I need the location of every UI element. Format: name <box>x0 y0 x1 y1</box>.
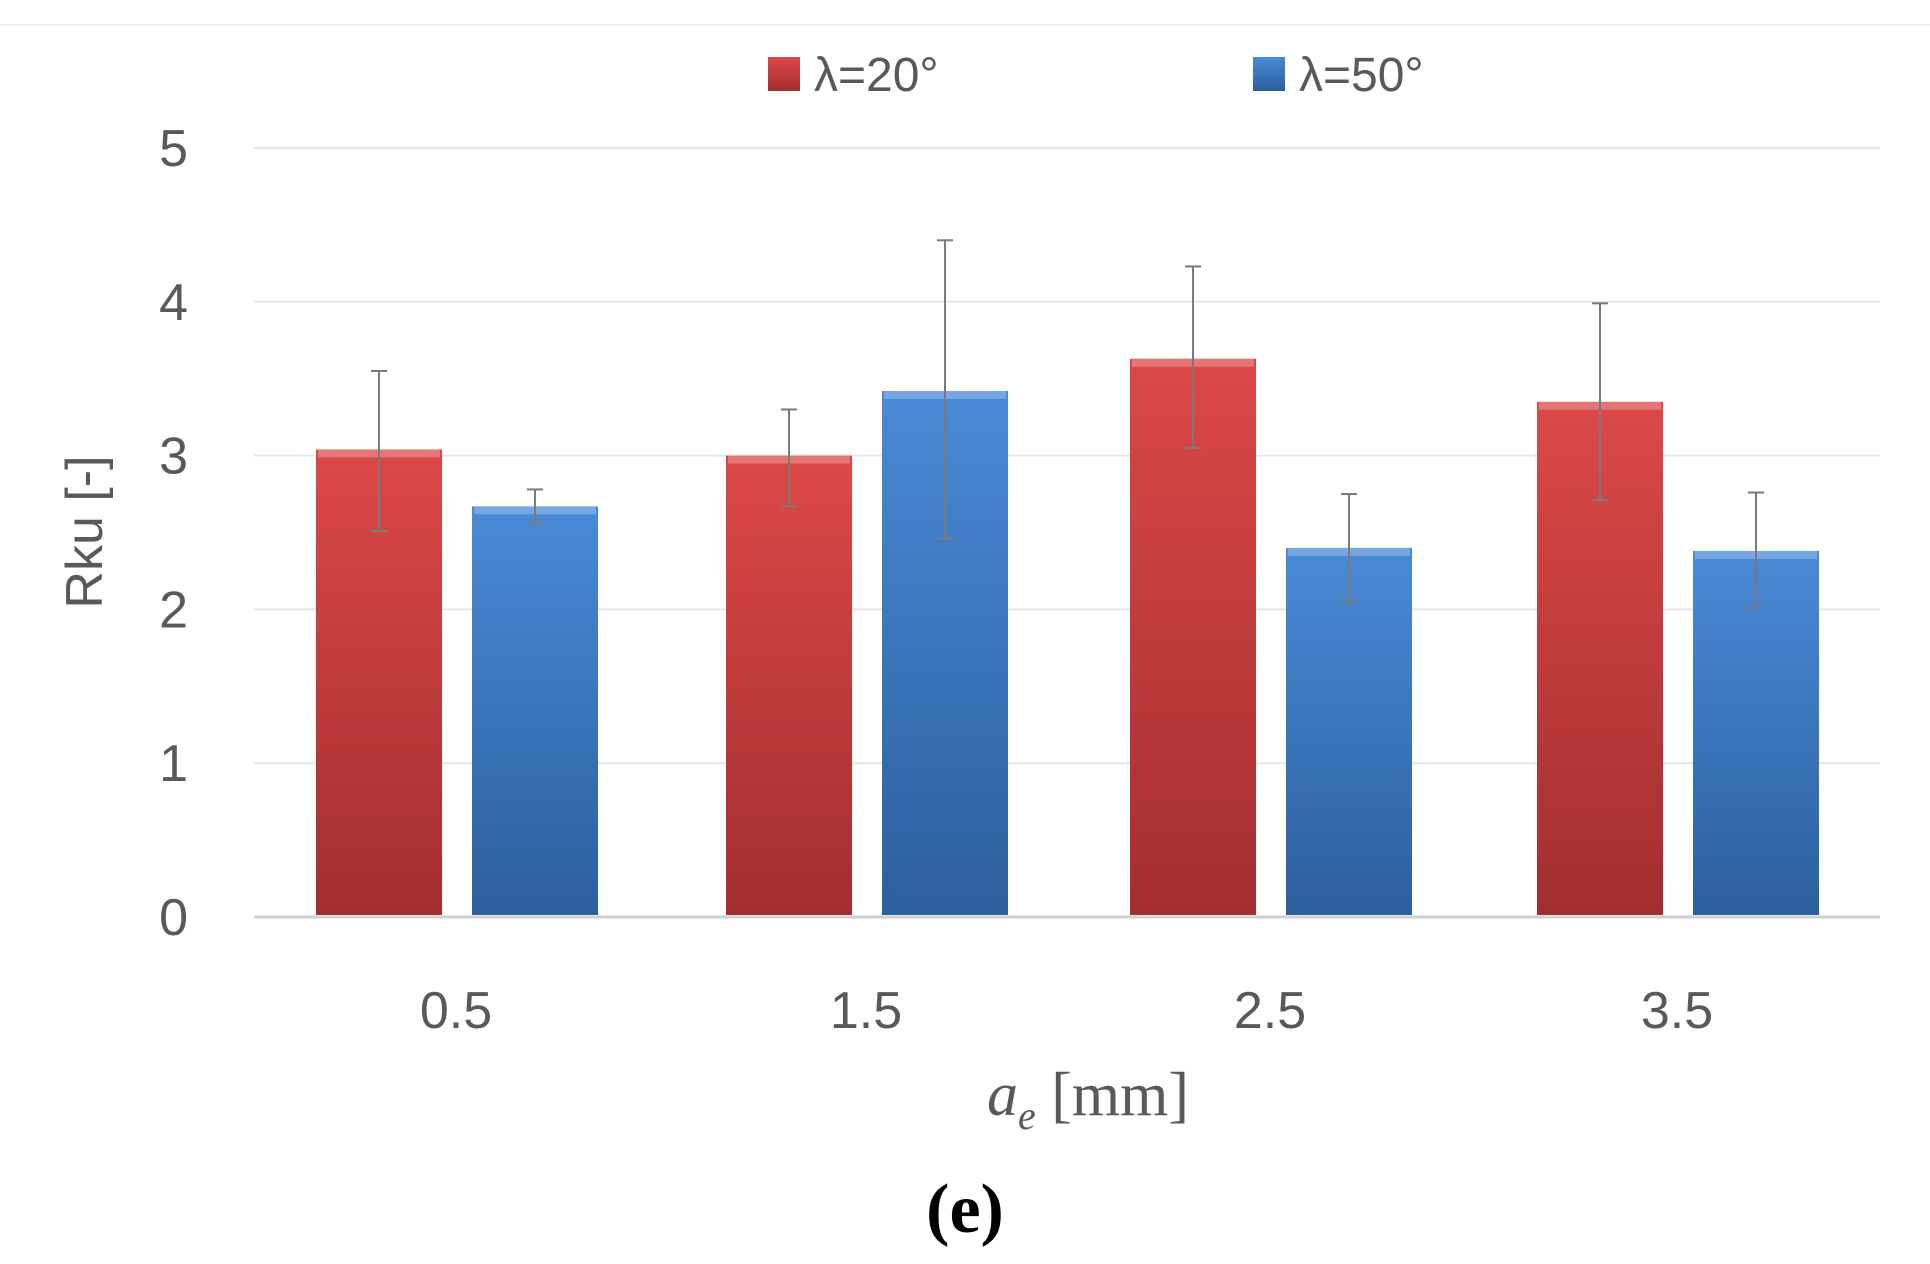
bar-1-3 <box>1693 550 1819 915</box>
legend-label-1: λ=50° <box>1299 49 1424 102</box>
x-axis-label: ae [mm] <box>987 1061 1189 1138</box>
y-tick-label: 1 <box>159 735 188 793</box>
y-tick-label: 4 <box>159 274 188 332</box>
legend-label-0: λ=20° <box>814 49 939 102</box>
legend-swatch-0 <box>768 57 800 91</box>
y-tick-label: 0 <box>159 889 188 947</box>
bar-1-0 <box>472 506 598 915</box>
y-tick-label: 3 <box>159 428 188 486</box>
x-tick-label: 3.5 <box>1641 982 1713 1040</box>
legend-swatch-1 <box>1253 57 1285 91</box>
y-axis-label: Rku [-] <box>56 455 114 608</box>
legend: λ=20° λ=50° <box>768 49 1424 102</box>
figure-caption: (e) <box>926 1171 1004 1248</box>
y-tick-label: 2 <box>159 581 188 639</box>
y-tick-label: 5 <box>159 120 188 178</box>
bar-0-2 <box>1130 358 1256 915</box>
bar-0-1 <box>726 455 852 915</box>
x-tick-label: 2.5 <box>1234 982 1306 1040</box>
bar-1-2 <box>1286 547 1412 915</box>
x-tick-label: 0.5 <box>420 982 492 1040</box>
x-tick-label: 1.5 <box>830 982 902 1040</box>
